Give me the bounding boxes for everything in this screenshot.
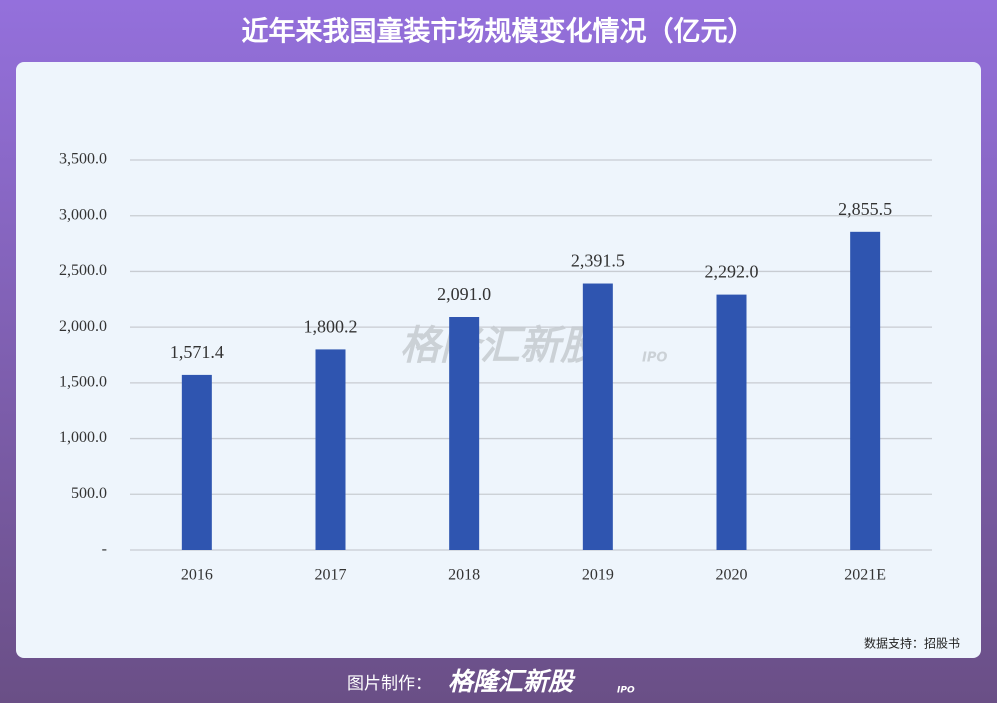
y-tick-label: - [102,541,107,558]
x-tick-label: 2017 [315,567,347,584]
x-tick-label: 2019 [582,567,614,584]
chart-title: 近年来我国童装市场规模变化情况（亿元） [242,16,755,48]
bar [850,231,881,550]
value-label: 2,292.0 [705,262,759,282]
watermark: 格隆汇新股 IPO [400,323,667,369]
y-tick-label: 500.0 [71,485,107,502]
y-tick-label: 2,000.0 [59,318,107,335]
x-tick-label: 2021E [844,567,886,584]
footer-brand: 格隆汇新股 [448,667,576,696]
value-label: 1,800.2 [304,317,358,337]
bar [181,374,212,550]
x-tick-label: 2020 [716,567,748,584]
footer-tag: IPO [617,686,635,696]
bar [582,283,613,550]
watermark-brand: 格隆汇新股 [400,323,604,369]
bar [449,317,480,550]
x-tick-label: 2018 [448,567,480,584]
source-note: 数据支持：招股书 [864,636,960,651]
plot: - 500.0 1,000.0 1,500.0 2,000.0 2,500.0 3,000.… [59,151,932,584]
bar [716,294,747,550]
value-label: 2,091.0 [437,284,491,304]
y-tick-label: 1,500.0 [59,374,107,391]
footer-label: 图片制作： [347,674,432,694]
y-tick-label: 3,500.0 [59,151,107,168]
value-label: 2,855.5 [838,199,892,219]
value-label: 2,391.5 [571,251,625,271]
y-tick-label: 1,000.0 [59,429,107,446]
value-label: 1,571.4 [170,342,224,362]
x-tick-label: 2016 [181,567,213,584]
y-tick-label: 2,500.0 [59,262,107,279]
bar [315,349,346,550]
y-tick-label: 3,000.0 [59,206,107,223]
watermark-tag: IPO [642,351,667,366]
